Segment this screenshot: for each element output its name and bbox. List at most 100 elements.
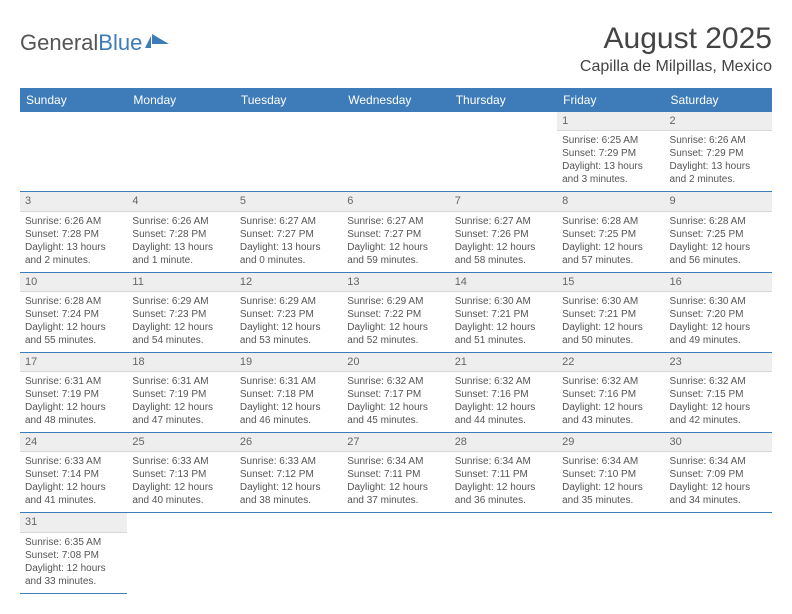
sunset-text: Sunset: 7:27 PM [240, 228, 337, 241]
empty-cell [450, 513, 557, 593]
daylight-text: Daylight: 12 hours and 50 minutes. [562, 321, 659, 347]
day-number: 18 [127, 353, 234, 372]
sunrise-text: Sunrise: 6:26 AM [670, 134, 767, 147]
daylight-text: Daylight: 12 hours and 45 minutes. [347, 401, 444, 427]
day-data: Sunrise: 6:32 AMSunset: 7:16 PMDaylight:… [557, 372, 664, 432]
calendar-week-row: 24Sunrise: 6:33 AMSunset: 7:14 PMDayligh… [20, 433, 772, 513]
sunrise-text: Sunrise: 6:28 AM [562, 215, 659, 228]
daylight-text: Daylight: 12 hours and 36 minutes. [455, 481, 552, 507]
daylight-text: Daylight: 12 hours and 43 minutes. [562, 401, 659, 427]
calendar-body: 1Sunrise: 6:25 AMSunset: 7:29 PMDaylight… [20, 112, 772, 593]
daylight-text: Daylight: 12 hours and 38 minutes. [240, 481, 337, 507]
daylight-text: Daylight: 12 hours and 53 minutes. [240, 321, 337, 347]
sunset-text: Sunset: 7:10 PM [562, 468, 659, 481]
empty-cell [20, 112, 127, 192]
location: Capilla de Milpillas, Mexico [580, 58, 772, 76]
day-data: Sunrise: 6:34 AMSunset: 7:11 PMDaylight:… [342, 452, 449, 512]
day-cell: 23Sunrise: 6:32 AMSunset: 7:15 PMDayligh… [665, 352, 772, 432]
sunrise-text: Sunrise: 6:27 AM [347, 215, 444, 228]
daylight-text: Daylight: 12 hours and 54 minutes. [132, 321, 229, 347]
daylight-text: Daylight: 12 hours and 35 minutes. [562, 481, 659, 507]
weekday-row: SundayMondayTuesdayWednesdayThursdayFrid… [20, 88, 772, 112]
day-number: 8 [557, 192, 664, 211]
daylight-text: Daylight: 13 hours and 1 minute. [132, 241, 229, 267]
sunrise-text: Sunrise: 6:34 AM [670, 455, 767, 468]
sunrise-text: Sunrise: 6:29 AM [347, 295, 444, 308]
day-number: 7 [450, 192, 557, 211]
weekday-header: Tuesday [235, 88, 342, 112]
logo-text-1: General [20, 30, 98, 56]
header: GeneralBlue August 2025 Capilla de Milpi… [20, 22, 772, 76]
day-number: 19 [235, 353, 342, 372]
day-data: Sunrise: 6:28 AMSunset: 7:25 PMDaylight:… [665, 212, 772, 272]
sunset-text: Sunset: 7:13 PM [132, 468, 229, 481]
day-data: Sunrise: 6:31 AMSunset: 7:19 PMDaylight:… [127, 372, 234, 432]
sunrise-text: Sunrise: 6:32 AM [347, 375, 444, 388]
sunrise-text: Sunrise: 6:33 AM [240, 455, 337, 468]
day-cell: 10Sunrise: 6:28 AMSunset: 7:24 PMDayligh… [20, 272, 127, 352]
sunset-text: Sunset: 7:26 PM [455, 228, 552, 241]
day-data: Sunrise: 6:34 AMSunset: 7:10 PMDaylight:… [557, 452, 664, 512]
daylight-text: Daylight: 12 hours and 58 minutes. [455, 241, 552, 267]
sunset-text: Sunset: 7:14 PM [25, 468, 122, 481]
day-cell: 20Sunrise: 6:32 AMSunset: 7:17 PMDayligh… [342, 352, 449, 432]
day-number: 29 [557, 433, 664, 452]
day-cell: 19Sunrise: 6:31 AMSunset: 7:18 PMDayligh… [235, 352, 342, 432]
weekday-header: Wednesday [342, 88, 449, 112]
sunrise-text: Sunrise: 6:28 AM [670, 215, 767, 228]
day-cell: 13Sunrise: 6:29 AMSunset: 7:22 PMDayligh… [342, 272, 449, 352]
sunset-text: Sunset: 7:12 PM [240, 468, 337, 481]
day-data: Sunrise: 6:33 AMSunset: 7:12 PMDaylight:… [235, 452, 342, 512]
day-data: Sunrise: 6:27 AMSunset: 7:27 PMDaylight:… [235, 212, 342, 272]
sunrise-text: Sunrise: 6:34 AM [562, 455, 659, 468]
day-number: 4 [127, 192, 234, 211]
calendar-page: GeneralBlue August 2025 Capilla de Milpi… [0, 0, 792, 614]
empty-cell [342, 112, 449, 192]
weekday-header: Saturday [665, 88, 772, 112]
sunrise-text: Sunrise: 6:27 AM [240, 215, 337, 228]
day-cell: 14Sunrise: 6:30 AMSunset: 7:21 PMDayligh… [450, 272, 557, 352]
sunset-text: Sunset: 7:11 PM [347, 468, 444, 481]
day-cell: 6Sunrise: 6:27 AMSunset: 7:27 PMDaylight… [342, 192, 449, 272]
day-data: Sunrise: 6:33 AMSunset: 7:14 PMDaylight:… [20, 452, 127, 512]
day-number: 24 [20, 433, 127, 452]
day-data: Sunrise: 6:30 AMSunset: 7:21 PMDaylight:… [557, 292, 664, 352]
day-cell: 16Sunrise: 6:30 AMSunset: 7:20 PMDayligh… [665, 272, 772, 352]
daylight-text: Daylight: 12 hours and 33 minutes. [25, 562, 122, 588]
day-data: Sunrise: 6:26 AMSunset: 7:29 PMDaylight:… [665, 131, 772, 191]
sunset-text: Sunset: 7:28 PM [25, 228, 122, 241]
day-cell: 11Sunrise: 6:29 AMSunset: 7:23 PMDayligh… [127, 272, 234, 352]
day-cell: 1Sunrise: 6:25 AMSunset: 7:29 PMDaylight… [557, 112, 664, 192]
day-cell: 5Sunrise: 6:27 AMSunset: 7:27 PMDaylight… [235, 192, 342, 272]
day-cell: 26Sunrise: 6:33 AMSunset: 7:12 PMDayligh… [235, 433, 342, 513]
day-number: 31 [20, 513, 127, 532]
day-number: 15 [557, 273, 664, 292]
day-cell: 12Sunrise: 6:29 AMSunset: 7:23 PMDayligh… [235, 272, 342, 352]
day-cell: 22Sunrise: 6:32 AMSunset: 7:16 PMDayligh… [557, 352, 664, 432]
sunset-text: Sunset: 7:09 PM [670, 468, 767, 481]
day-data: Sunrise: 6:29 AMSunset: 7:23 PMDaylight:… [235, 292, 342, 352]
weekday-header: Sunday [20, 88, 127, 112]
sunrise-text: Sunrise: 6:31 AM [25, 375, 122, 388]
day-number: 12 [235, 273, 342, 292]
day-number: 22 [557, 353, 664, 372]
day-cell: 3Sunrise: 6:26 AMSunset: 7:28 PMDaylight… [20, 192, 127, 272]
day-data: Sunrise: 6:29 AMSunset: 7:22 PMDaylight:… [342, 292, 449, 352]
sunset-text: Sunset: 7:19 PM [132, 388, 229, 401]
sunset-text: Sunset: 7:23 PM [132, 308, 229, 321]
day-number: 5 [235, 192, 342, 211]
day-data: Sunrise: 6:31 AMSunset: 7:19 PMDaylight:… [20, 372, 127, 432]
sunset-text: Sunset: 7:23 PM [240, 308, 337, 321]
sunrise-text: Sunrise: 6:31 AM [240, 375, 337, 388]
day-number: 11 [127, 273, 234, 292]
empty-cell [450, 112, 557, 192]
daylight-text: Daylight: 12 hours and 41 minutes. [25, 481, 122, 507]
sunset-text: Sunset: 7:29 PM [670, 147, 767, 160]
sunrise-text: Sunrise: 6:26 AM [25, 215, 122, 228]
calendar-week-row: 17Sunrise: 6:31 AMSunset: 7:19 PMDayligh… [20, 352, 772, 432]
day-number: 9 [665, 192, 772, 211]
sunset-text: Sunset: 7:21 PM [562, 308, 659, 321]
day-data: Sunrise: 6:26 AMSunset: 7:28 PMDaylight:… [20, 212, 127, 272]
day-data: Sunrise: 6:32 AMSunset: 7:15 PMDaylight:… [665, 372, 772, 432]
sunrise-text: Sunrise: 6:25 AM [562, 134, 659, 147]
